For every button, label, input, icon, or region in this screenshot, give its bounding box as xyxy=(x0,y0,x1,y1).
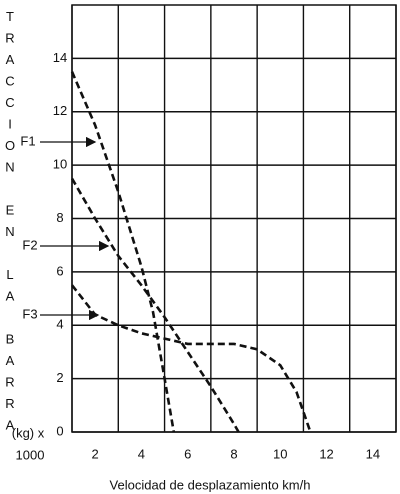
x-tick-label: 6 xyxy=(184,446,191,461)
series-line xyxy=(70,284,312,433)
y-tick-label: 10 xyxy=(53,157,67,172)
y-axis-scale: 1000 xyxy=(16,447,45,462)
y-tick-label: 4 xyxy=(56,317,63,332)
series-line xyxy=(70,71,176,433)
x-tick-label: 12 xyxy=(319,446,333,461)
y-tick-label: 6 xyxy=(56,263,63,278)
y-tick-label: 0 xyxy=(56,423,63,438)
y-tick-label: 2 xyxy=(56,370,63,385)
series-label: F1 xyxy=(20,133,35,148)
x-tick-label: 4 xyxy=(138,446,145,461)
x-axis-label: Velocidad de desplazamiento km/h xyxy=(110,477,311,492)
series-line xyxy=(70,177,240,433)
x-tick-label: 8 xyxy=(230,446,237,461)
y-tick-label: 14 xyxy=(53,50,67,65)
y-tick-label: 8 xyxy=(56,210,63,225)
series-label: F3 xyxy=(22,306,37,321)
series-label: F2 xyxy=(22,237,37,252)
y-axis-unit: (kg) x xyxy=(12,425,45,440)
y-tick-label: 12 xyxy=(53,103,67,118)
x-tick-label: 2 xyxy=(92,446,99,461)
x-tick-label: 10 xyxy=(273,446,287,461)
x-tick-label: 14 xyxy=(366,446,380,461)
